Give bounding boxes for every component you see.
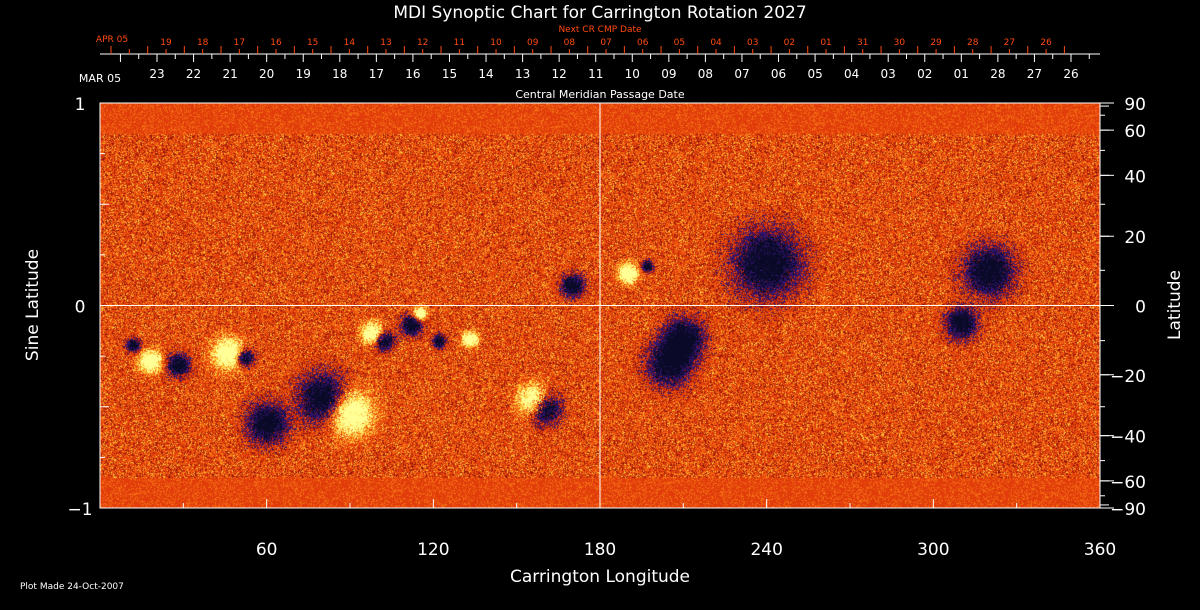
next-cr-date-label: 31: [857, 38, 868, 48]
x-tick-label: 240: [750, 540, 782, 560]
cmp-date-label: 17: [369, 67, 384, 81]
next-cr-date-label: 09: [527, 38, 539, 48]
cmp-date-label: 09: [661, 67, 676, 81]
cmp-date-label: 16: [405, 67, 420, 81]
cmp-date-label: 02: [917, 67, 932, 81]
cmp-date-label: 19: [296, 67, 311, 81]
cmp-date-label: 08: [698, 67, 713, 81]
cmp-date-label: 04: [844, 67, 859, 81]
y-tick-label: −1: [67, 500, 92, 520]
cmp-date-label: 10: [625, 67, 640, 81]
y2-tick-label: 60: [1124, 122, 1146, 142]
y2-tick-label: 20: [1124, 228, 1146, 248]
next-cr-date-label: 02: [784, 38, 795, 48]
cmp-date-label: 27: [1027, 67, 1042, 81]
next-cr-date-label: 01: [820, 38, 831, 48]
cmp-date-label: 20: [259, 67, 274, 81]
cmp-date-label: 01: [954, 67, 969, 81]
y2-tick-label: −40: [1110, 428, 1146, 448]
top-axis-label: Central Meridian Passage Date: [515, 88, 684, 101]
next-cr-date-label: 19: [160, 38, 172, 48]
x-tick-label: 180: [584, 540, 616, 560]
next-cr-date-label: 13: [380, 38, 391, 48]
cmp-date-label: 21: [222, 67, 237, 81]
top-axis-start: MAR 05: [79, 72, 121, 85]
cmp-date-label: 28: [990, 67, 1005, 81]
next-cr-date-label: 07: [600, 38, 611, 48]
cmp-date-label: 05: [807, 67, 822, 81]
x-tick-label: 120: [417, 540, 449, 560]
chart-title: MDI Synoptic Chart for Carrington Rotati…: [393, 3, 806, 23]
next-cr-start: APR 05: [96, 35, 128, 45]
next-cr-date-label: 06: [637, 38, 649, 48]
y2-tick-label: 0: [1135, 298, 1146, 318]
cmp-date-label: 26: [1063, 67, 1078, 81]
cmp-date-label: 07: [734, 67, 749, 81]
next-cr-date-label: 14: [344, 38, 356, 48]
y-tick-label: 1: [75, 95, 86, 115]
x-tick-label: 60: [256, 540, 278, 560]
cmp-date-label: 13: [515, 67, 530, 81]
y-tick-label: 0: [75, 298, 86, 318]
next-cr-label: Next CR CMP Date: [558, 25, 642, 35]
next-cr-date-label: 27: [1004, 38, 1015, 48]
cmp-date-label: 15: [442, 67, 457, 81]
next-cr-date-label: 03: [747, 38, 758, 48]
y2-tick-label: 40: [1124, 167, 1146, 187]
next-cr-date-label: 12: [417, 38, 428, 48]
x-tick-label: 300: [917, 540, 949, 560]
next-cr-date-label: 30: [894, 38, 906, 48]
y-axis-label: Sine Latitude: [23, 249, 43, 361]
cmp-date-label: 06: [771, 67, 786, 81]
next-cr-date-label: 28: [967, 38, 979, 48]
cmp-date-label: 11: [588, 67, 603, 81]
x-tick-label: 360: [1084, 540, 1116, 560]
cmp-date-label: 22: [186, 67, 201, 81]
plot-made-note: Plot Made 24-Oct-2007: [20, 582, 124, 592]
x-axis-label: Carrington Longitude: [510, 567, 690, 587]
next-cr-date-label: 15: [307, 38, 318, 48]
next-cr-date-label: 04: [710, 38, 722, 48]
next-cr-date-label: 05: [674, 38, 685, 48]
next-cr-date-label: 08: [564, 38, 576, 48]
cmp-date-label: 14: [478, 67, 493, 81]
next-cr-date-label: 11: [454, 38, 465, 48]
cmp-date-label: 12: [552, 67, 567, 81]
cmp-date-label: 18: [332, 67, 347, 81]
next-cr-date-label: 17: [234, 38, 245, 48]
cmp-date-label: 03: [881, 67, 896, 81]
y2-tick-label: −60: [1110, 473, 1146, 493]
y2-axis-label: Latitude: [1165, 270, 1185, 340]
next-cr-date-label: 29: [930, 38, 942, 48]
next-cr-date-label: 10: [490, 38, 502, 48]
y2-tick-label: −20: [1110, 367, 1146, 387]
next-cr-date-label: 18: [197, 38, 209, 48]
next-cr-date-label: 26: [1040, 38, 1052, 48]
cmp-date-label: 23: [149, 67, 164, 81]
y2-tick-label: 90: [1124, 95, 1146, 115]
y2-tick-label: −90: [1110, 500, 1146, 520]
next-cr-date-label: 16: [270, 38, 282, 48]
